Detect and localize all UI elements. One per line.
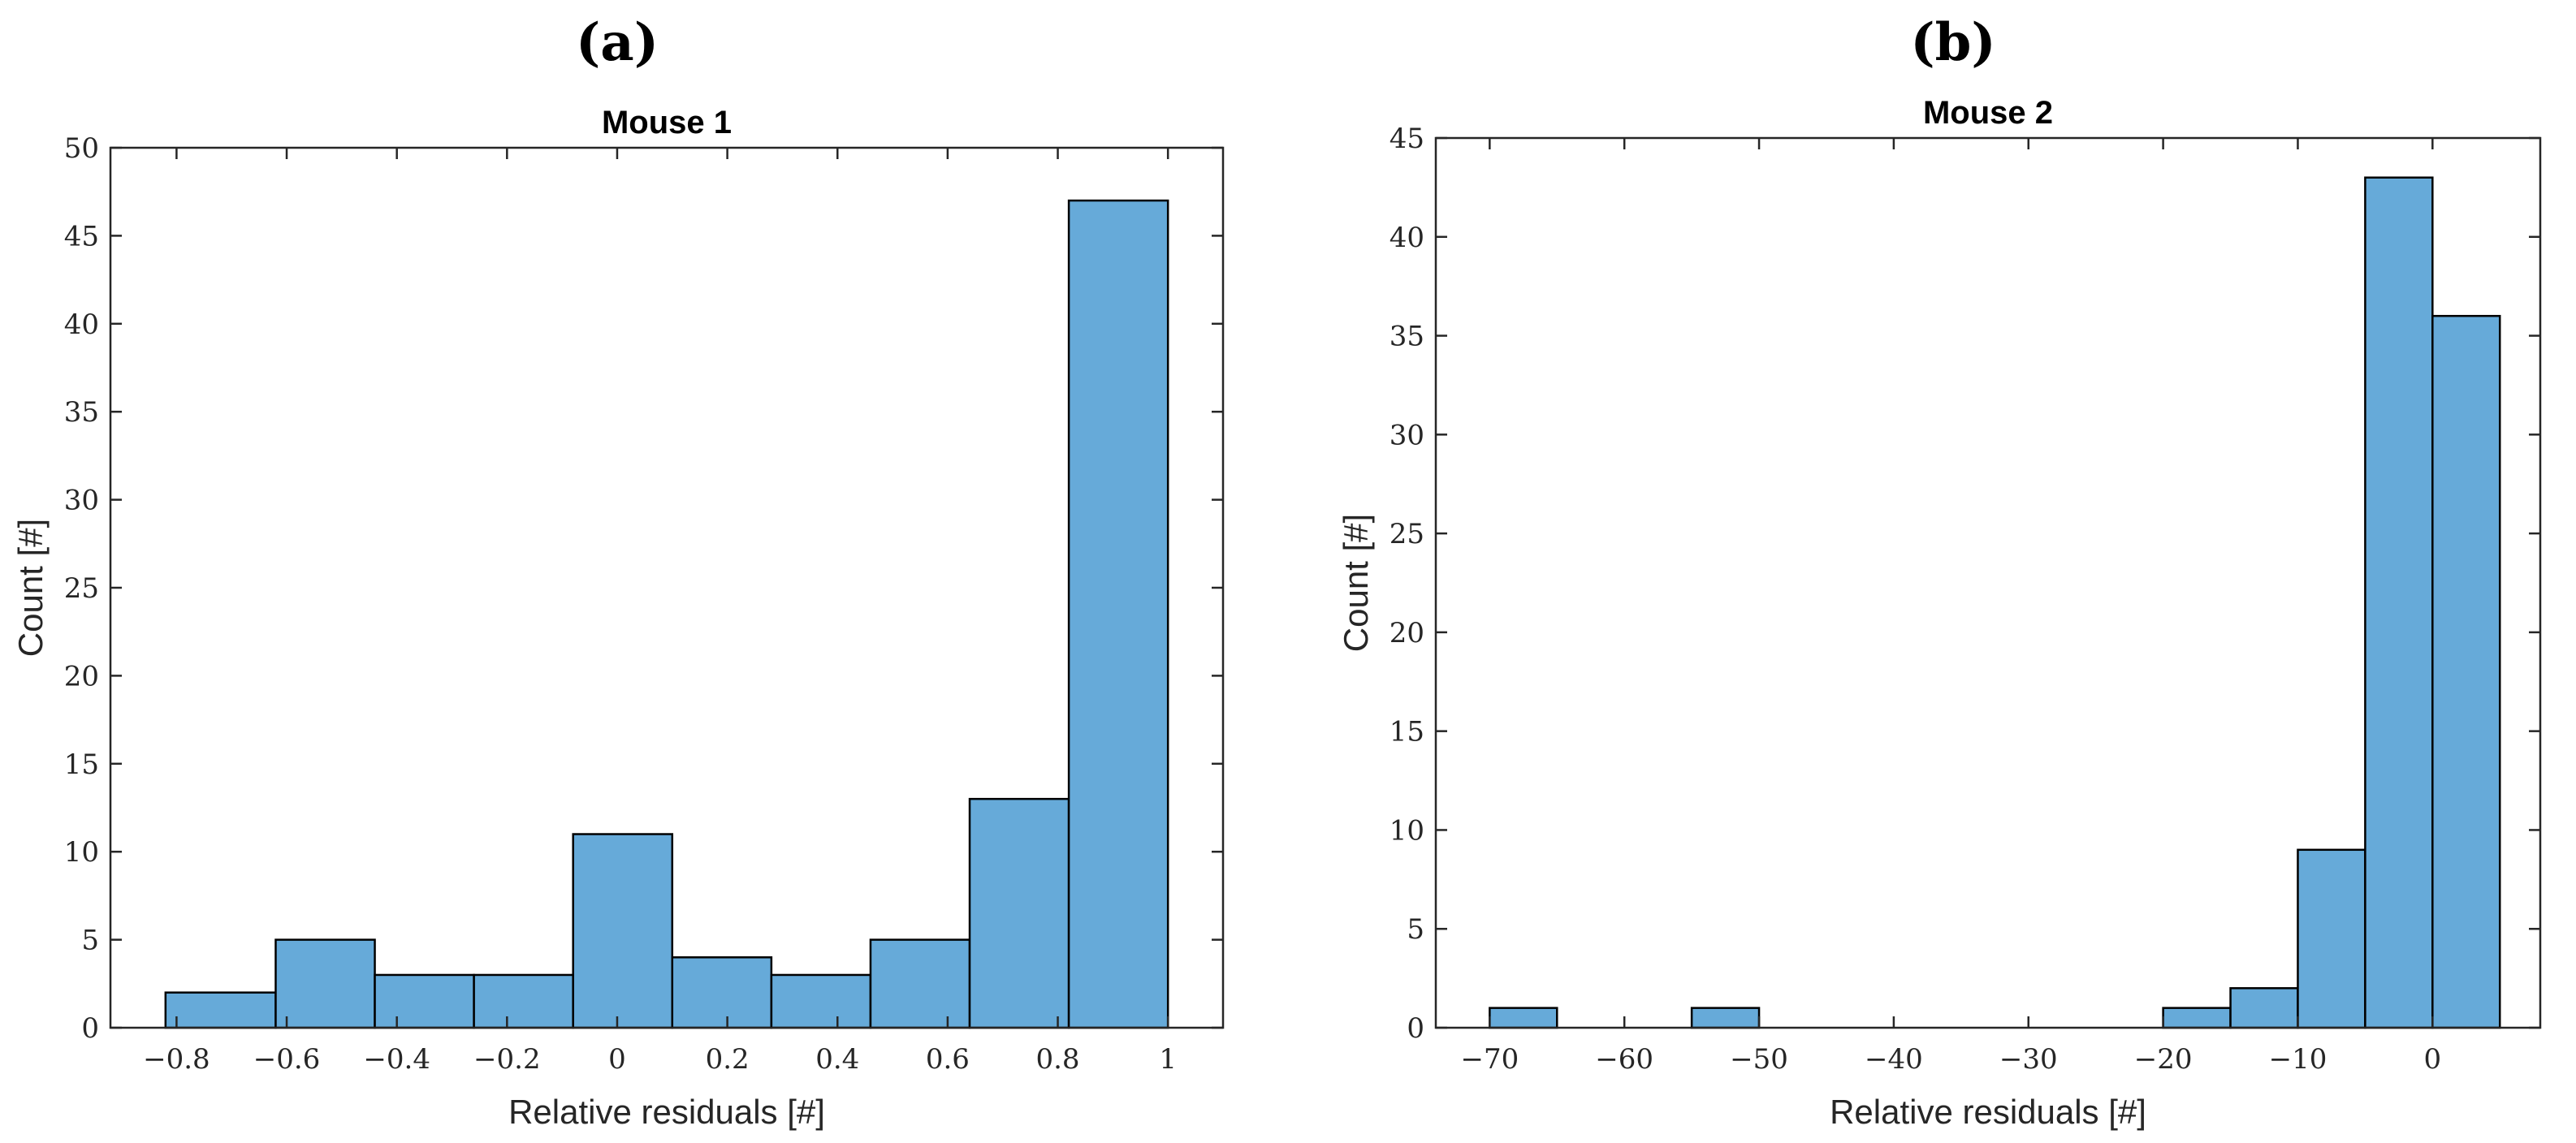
histogram-bar [1690,1007,1761,1029]
y-tick-label: 30 [1390,419,1424,451]
histogram-bar [1489,1007,1558,1029]
x-tick-label: −0.2 [473,1043,541,1076]
histogram-bar [164,991,277,1029]
histogram-bar [374,973,475,1029]
y-tick-label: 10 [1390,814,1424,847]
y-tick-label: 20 [64,660,99,692]
histogram-bar [770,973,872,1029]
y-axis-label: Count [#] [1337,514,1375,652]
x-tick-label: 0 [608,1043,626,1076]
x-tick-label: −0.4 [363,1043,430,1076]
histogram-bar [2162,1007,2232,1029]
histogram-bar [2229,987,2299,1029]
y-tick-label: 15 [1390,716,1424,748]
y-tick-label: 25 [1390,518,1424,550]
chart-title: Mouse 1 [602,105,732,140]
y-tick-label: 25 [64,572,99,605]
histogram-bar [2297,848,2366,1029]
x-tick-label: −30 [1999,1043,2058,1076]
x-tick-label: 0.4 [815,1043,859,1076]
histogram-bar [2364,176,2434,1029]
x-tick-label: 0 [2423,1043,2441,1076]
y-tick-label: 50 [64,132,99,165]
y-tick-label: 0 [1407,1012,1424,1045]
y-tick-label: 5 [81,925,99,957]
x-tick-label: 1 [1159,1043,1177,1076]
y-tick-label: 45 [64,220,99,252]
x-axis-label: Relative residuals [#] [1830,1093,2146,1131]
y-tick-label: 0 [81,1012,99,1045]
x-tick-label: −0.6 [253,1043,321,1076]
y-tick-label: 15 [64,748,99,781]
x-tick-label: −50 [1730,1043,1788,1076]
x-tick-label: −60 [1595,1043,1653,1076]
y-tick-label: 10 [64,836,99,869]
histogram-bar [968,797,1070,1029]
y-tick-label: 5 [1407,913,1424,946]
x-tick-label: −0.8 [143,1043,210,1076]
axes-frame [1434,136,2542,1029]
chart-title: Mouse 2 [1923,95,2053,131]
y-tick-label: 45 [1390,123,1424,155]
y-tick-label: 20 [1390,617,1424,649]
y-tick-label: 35 [1390,321,1424,353]
histogram-bar [869,938,971,1029]
panel-label-a: (a) [576,12,659,73]
histogram-bar [572,833,674,1029]
x-tick-label: −40 [1865,1043,1923,1076]
y-tick-label: 40 [64,308,99,341]
histogram-mouse-1: −0.8 −0.6 −0.4 −0.2 0 0.2 0.4 0.6 0.8 10510152025… [11,105,1225,1131]
y-axis-label: Count [#] [11,519,50,657]
x-tick-label: −70 [1460,1043,1519,1076]
y-tick-label: 35 [64,396,99,429]
x-tick-label: 0.6 [926,1043,970,1076]
x-tick-label: −20 [2134,1043,2193,1076]
y-tick-label: 30 [64,485,99,517]
histogram-mouse-2: −70 −60 −50 −40 −30 −20 −10 0 0 5 10 15 20 25 30 35 40 45… [1337,95,2542,1131]
histogram-bar [274,938,376,1029]
histogram-bar [1067,199,1169,1029]
histogram-bar [2431,314,2501,1029]
y-tick-label: 40 [1390,222,1424,254]
x-tick-label: 0.8 [1035,1043,1079,1076]
x-tick-label: 0.2 [706,1043,750,1076]
x-axis-label: Relative residuals [#] [508,1093,825,1131]
panel-label-b: (b) [1910,12,1995,73]
histogram-bar [671,956,773,1029]
histogram-bar [473,973,574,1029]
x-tick-label: −10 [2269,1043,2327,1076]
